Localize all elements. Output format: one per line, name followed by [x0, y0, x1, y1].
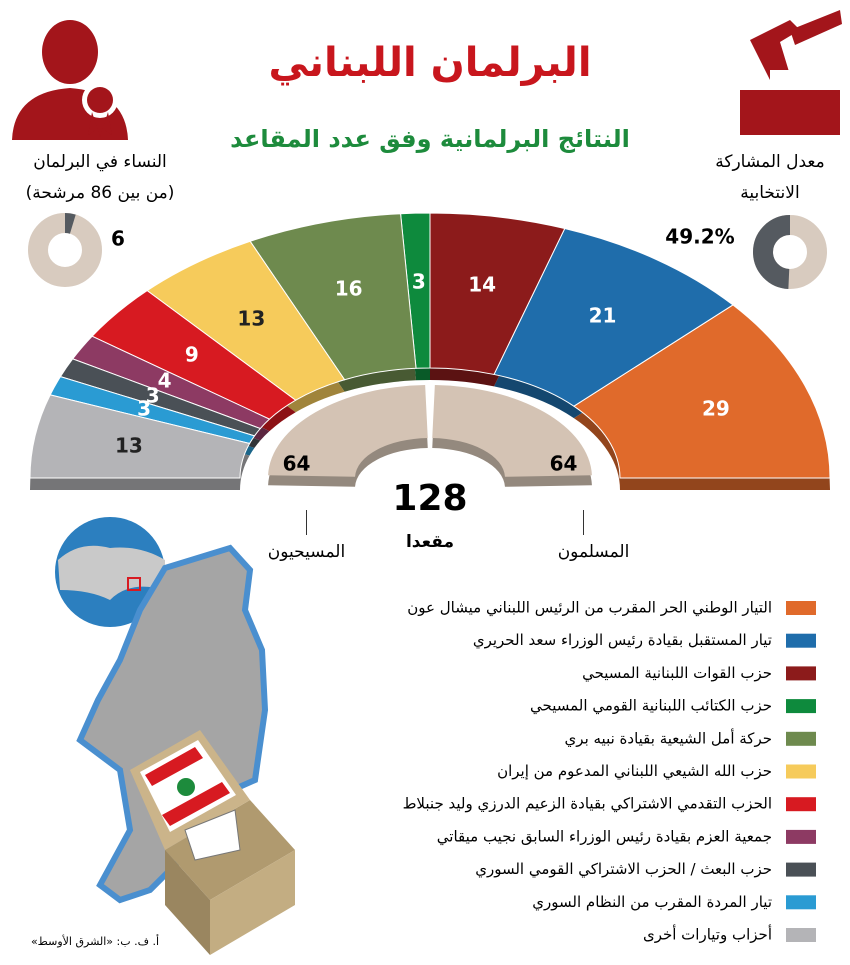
- legend-label: التيار الوطني الحر المقرب من الرئيس اللب…: [407, 599, 772, 618]
- legend-label: حزب القوات اللبنانية المسيحي: [582, 664, 772, 683]
- legend-label: حزب البعث / الحزب الاشتراكي القومي السور…: [475, 860, 772, 879]
- total-seats: 128: [392, 478, 467, 519]
- turnout-label: الانتخابية: [740, 183, 799, 203]
- legend-label: حزب الله الشيعي اللبناني المدعوم من إيرا…: [497, 762, 772, 781]
- segment-label: 3: [412, 270, 426, 294]
- bloc-name: المسيحيون: [268, 542, 345, 562]
- legend-label: أحزاب وتيارات أخرى: [643, 925, 772, 944]
- ballot-icon: [740, 10, 842, 135]
- segment-label: 9: [185, 343, 199, 367]
- women-value: 6: [111, 227, 125, 251]
- legend-swatch: [786, 797, 816, 812]
- segment-label: 3: [146, 383, 160, 407]
- legend-swatch: [786, 731, 816, 746]
- legend-label: حزب الكتائب اللبنانية القومي المسيحي: [530, 697, 772, 716]
- legend-label: جمعية العزم بقيادة رئيس الوزراء السابق ن…: [437, 827, 772, 846]
- total-label: مقعدا: [406, 532, 454, 552]
- woman-icon: [12, 20, 128, 140]
- women-label: النساء في البرلمان: [33, 152, 167, 172]
- legend-label: حركة أمل الشيعية بقيادة نبيه بري: [565, 728, 772, 748]
- turnout-label: معدل المشاركة: [715, 152, 824, 172]
- seat-segment: [29, 394, 251, 479]
- globe-land: [58, 545, 165, 600]
- legend-swatch: [786, 601, 816, 615]
- segment-label: 13: [237, 306, 265, 330]
- title: البرلمان اللبناني: [268, 40, 591, 86]
- legend-swatch: [786, 699, 816, 714]
- credit: أ. ف. ب: «الشرق الأوسط»: [31, 934, 159, 948]
- segment-label: 16: [335, 277, 363, 301]
- legend-swatch: [786, 829, 816, 844]
- seat-segment: [572, 304, 831, 479]
- bloc-name: المسلمون: [558, 542, 630, 562]
- locator: [127, 577, 141, 591]
- legend-swatch: [786, 928, 816, 942]
- segment-label: 29: [702, 397, 730, 421]
- donut-value: [753, 215, 827, 289]
- ballot-box: [130, 730, 295, 955]
- donut-value: [28, 213, 102, 287]
- segment-label: 4: [158, 368, 172, 392]
- legend-swatch: [786, 895, 816, 910]
- women-note: (من بين 86 مرشحة): [26, 183, 175, 203]
- bloc-segment: [268, 385, 428, 477]
- legend-label: تيار المستقبل بقيادة رئيس الوزراء سعد ال…: [473, 631, 772, 650]
- legend-swatch: [786, 764, 816, 779]
- legend-label: الحزب التقدمي الاشتراكي بقيادة الزعيم ال…: [403, 795, 772, 814]
- bloc-value: 64: [550, 452, 578, 476]
- legend-swatch: [786, 862, 816, 877]
- turnout-value: 49.2%: [665, 225, 734, 249]
- legend-swatch: [786, 633, 816, 648]
- map: [55, 517, 269, 904]
- legend-label: تيار المردة المقرب من النظام السوري: [532, 893, 772, 912]
- bloc-segment: [432, 385, 592, 477]
- subtitle: النتائج البرلمانية وفق عدد المقاعد: [230, 125, 630, 153]
- legend-swatch: [786, 666, 816, 681]
- bloc-value: 64: [283, 452, 311, 476]
- segment-label: 14: [468, 272, 496, 296]
- lebanon-map: [76, 544, 269, 904]
- segment-label: 13: [115, 434, 143, 458]
- segment-label: 3: [137, 397, 151, 421]
- segment-label: 21: [589, 304, 617, 328]
